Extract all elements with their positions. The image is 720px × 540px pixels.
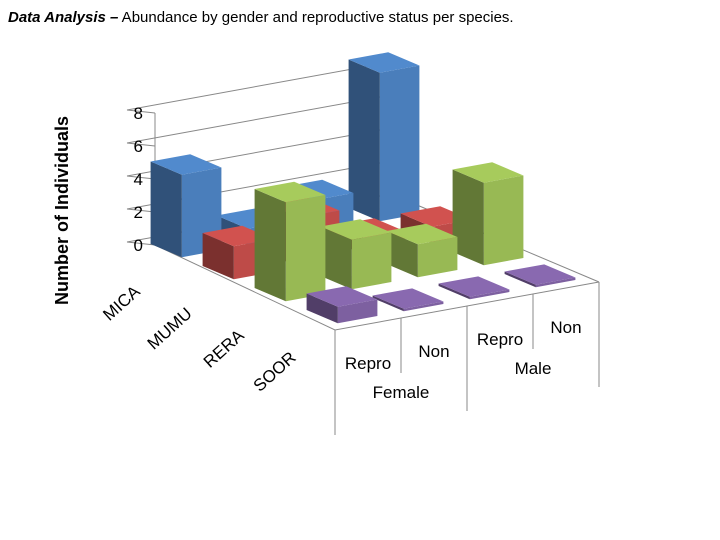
y-tick-label: 4 (134, 170, 143, 189)
category-label: Non (550, 318, 581, 337)
bar-mica-side (150, 161, 182, 258)
bar-rera-front (483, 175, 524, 266)
gridline (126, 94, 392, 144)
category-label: Repro (345, 354, 391, 373)
bar-mica-side (348, 59, 380, 222)
group-label: Male (515, 359, 552, 378)
bar-soor-front (337, 299, 378, 324)
bar-soor-top (306, 286, 378, 307)
bar-rera-side (254, 189, 286, 302)
y-tick-label: 6 (134, 137, 143, 156)
bar-rera-top (254, 181, 326, 203)
bar-mica-top (348, 52, 420, 73)
bar-soor-side (306, 293, 338, 324)
bar-rera-front (417, 237, 458, 278)
bar-mica-top (150, 154, 222, 175)
bar-rera-top (320, 219, 392, 240)
gridline (126, 109, 156, 114)
series-label: RERA (200, 325, 248, 371)
y-tick-label: 2 (134, 203, 143, 222)
gridline (126, 208, 156, 213)
bar-rera-front (285, 195, 326, 302)
gridline (126, 175, 156, 180)
bar-rera-front (351, 232, 392, 290)
y-axis-label: Number of Individuals (52, 116, 72, 305)
gridline (126, 61, 392, 111)
bar-rera-top (452, 162, 524, 183)
bar-rera-side (452, 169, 484, 266)
y-tick-label: 0 (134, 236, 143, 255)
category-label: Repro (477, 330, 523, 349)
bar-soor-top (504, 264, 576, 285)
bar-soor-side (438, 283, 470, 300)
bar-soor-front (469, 289, 510, 300)
bar-rera-side (386, 231, 418, 278)
group-label: Female (373, 383, 430, 402)
series-label: SOOR (250, 348, 300, 396)
series-label: MUMU (144, 304, 196, 354)
bar-soor-front (403, 301, 444, 312)
bar-rera-top (386, 223, 458, 245)
bar-soor-side (372, 295, 404, 312)
gridline (126, 142, 156, 147)
bar-mica-front (379, 65, 420, 222)
title-text: Abundance by gender and reproductive sta… (118, 9, 514, 26)
gridline (126, 241, 156, 246)
title-bold: Data Analysis – (8, 9, 119, 26)
bar-rera-side (320, 226, 352, 290)
bar-mumu-side (202, 233, 234, 280)
category-label: Non (418, 342, 449, 361)
y-tick-label: 8 (134, 104, 143, 123)
bar-soor-front (535, 277, 576, 288)
series-label: MICA (99, 281, 144, 324)
slide-title: Data Analysis – Abundance by gender and … (8, 9, 514, 26)
bar-soor-top (438, 276, 510, 297)
bar-soor-top (372, 288, 444, 309)
bar-soor-side (504, 271, 536, 288)
